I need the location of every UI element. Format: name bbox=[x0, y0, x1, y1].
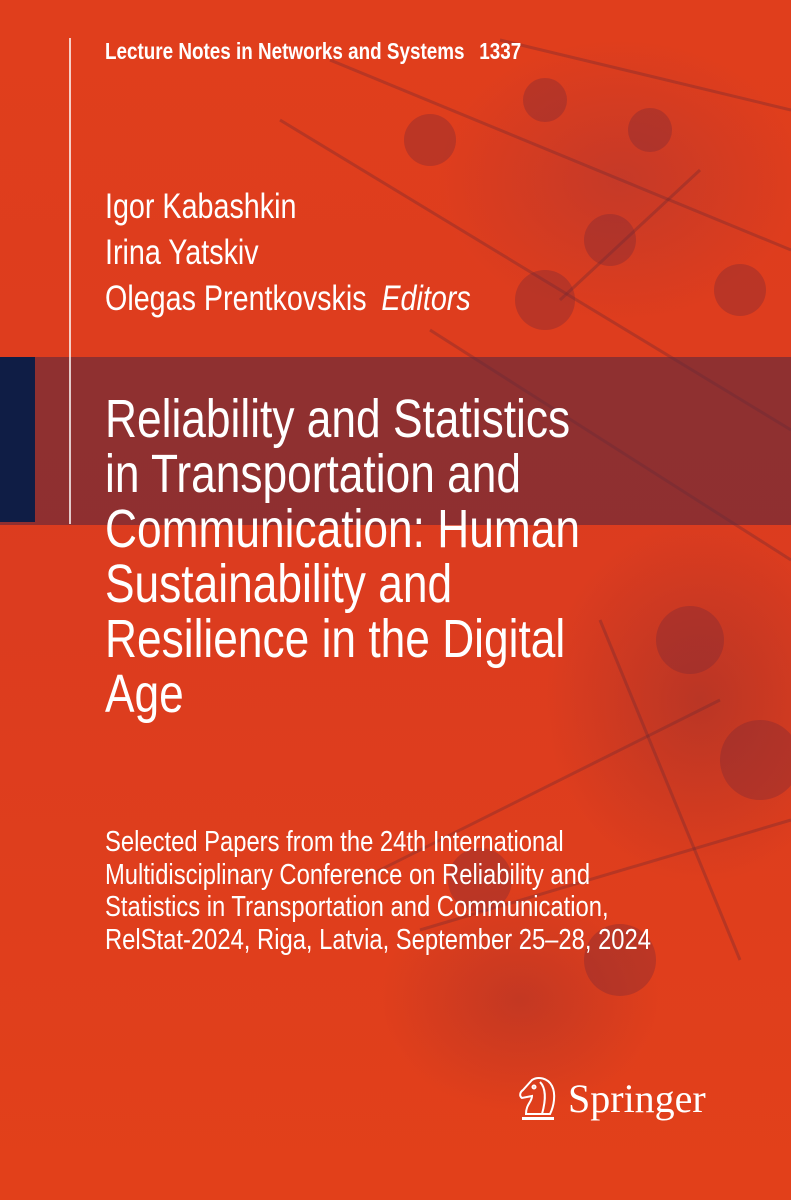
title-band bbox=[0, 357, 791, 525]
subtitle-line: Multidisciplinary Conference on Reliabil… bbox=[105, 858, 591, 891]
publisher-logo: Springer bbox=[516, 1074, 706, 1122]
accent-block bbox=[0, 357, 35, 522]
series-header: Lecture Notes in Networks and Systems 133… bbox=[105, 38, 521, 65]
subtitle-line: Statistics in Transportation and Communi… bbox=[105, 891, 609, 923]
springer-horse-icon bbox=[519, 1077, 556, 1120]
editors-list: Igor Kabashkin Irina Yatskiv Olegas Pren… bbox=[105, 184, 471, 322]
editors-label: Editors bbox=[381, 279, 471, 318]
editor-name: Igor Kabashkin bbox=[105, 187, 297, 226]
series-name: Lecture Notes in Networks and Systems bbox=[105, 38, 465, 64]
editor-name: Olegas Prentkovskis bbox=[105, 279, 367, 318]
title-line: Sustainability and bbox=[105, 554, 453, 614]
subtitle-line: Selected Papers from the 24th Internatio… bbox=[105, 826, 564, 858]
book-title: Reliability and Statistics in Transporta… bbox=[105, 392, 580, 722]
divider-line bbox=[69, 38, 71, 524]
title-line: in Transportation and bbox=[105, 444, 522, 504]
title-line: Resilience in the Digital bbox=[105, 609, 566, 669]
book-subtitle: Selected Papers from the 24th Internatio… bbox=[105, 826, 651, 956]
series-volume: 1337 bbox=[479, 38, 522, 64]
publisher-name: Springer bbox=[568, 1075, 706, 1121]
title-line: Age bbox=[105, 664, 184, 724]
title-line: Communication: Human bbox=[105, 499, 580, 559]
editor-name: Irina Yatskiv bbox=[105, 233, 259, 272]
subtitle-line: RelStat-2024, Riga, Latvia, September 25… bbox=[105, 923, 651, 956]
title-line: Reliability and Statistics bbox=[105, 389, 571, 449]
